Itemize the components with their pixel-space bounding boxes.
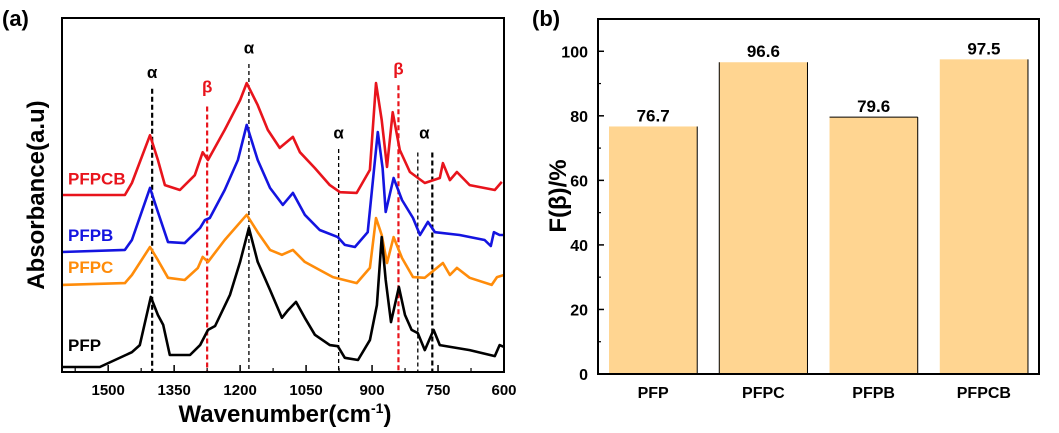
series-label-pfpb: PFPB [68,226,113,245]
peak-annotations: α β α α β α [147,38,434,372]
series-line-pfp [62,226,505,369]
series-line-pfpcb [62,81,503,197]
x-tick-label: 750 [426,382,451,399]
alpha-label: α [419,123,430,142]
x-tick-label: 600 [491,382,516,399]
x-tick-label: 1050 [289,382,322,399]
data-label: 79.6 [857,97,890,116]
x-category-label: PFPCB [957,385,1011,402]
y-tick-label: 60 [570,173,588,190]
bar-pfp [609,126,698,374]
beta-label: β [393,60,403,79]
x-tick-label: 1500 [91,382,124,399]
alpha-label: α [333,123,344,142]
data-label: 76.7 [637,106,670,125]
series-label-pfpcb: PFPCB [68,169,126,188]
y-tick-label: 0 [579,367,588,384]
bars: 76.7 96.6 79.6 97.5 [609,39,1029,374]
alpha-label: α [147,63,158,82]
data-label: 96.6 [747,42,780,61]
bar-pfpb [829,117,918,374]
bar-pfpcb [939,59,1028,374]
panel-b-label: (b) [532,6,560,31]
x-category-label: PFPB [852,385,895,402]
ftir-spectra-panel: α β α α β α PFPCB PFPB PFPC PFP 1500 1350 1200 1050… [23,17,517,428]
beta-label: β [202,77,212,96]
series-label-pfp: PFP [68,336,101,355]
series-label-pfpc: PFPC [68,258,113,277]
x-axis-category-labels: PFP PFPC PFPB PFPCB [638,385,1011,402]
x-axis-label-close: ) [383,401,391,428]
x-axis-label-base: Wavenumber(cm [179,401,372,428]
series-line-pfpc [61,213,505,287]
x-axis-ticks: 1500 1350 1200 1050 900 750 600 [74,365,517,399]
x-tick-label: 1350 [157,382,190,399]
x-tick-label: 1200 [223,382,256,399]
y-axis-label-b: F(β)/% [545,159,572,232]
y-axis-label-a: Absorbance(a.u) [23,100,50,289]
x-axis-label-superscript: -1 [371,400,384,416]
plot-frame-a [61,17,505,373]
y-axis-ticks: 0 20 40 60 80 100 [561,44,604,384]
x-category-label: PFPC [742,385,785,402]
alpha-label: α [244,38,255,57]
y-tick-label: 80 [570,109,588,126]
series-labels: PFPCB PFPB PFPC PFP [68,169,126,354]
x-tick-label: 900 [360,382,385,399]
bar-pfpc [719,62,808,374]
x-axis-label-a: Wavenumber(cm-1) [179,400,392,428]
x-category-label: PFP [638,385,669,402]
y-tick-label: 20 [570,302,588,319]
plot-frame-b [597,18,1040,375]
y-tick-label: 40 [570,238,588,255]
series-line-pfpb [61,123,504,254]
spectra-series [61,81,505,369]
panel-a-label: (a) [2,6,29,31]
y-tick-label: 100 [561,44,588,61]
data-label: 97.5 [967,39,1000,58]
